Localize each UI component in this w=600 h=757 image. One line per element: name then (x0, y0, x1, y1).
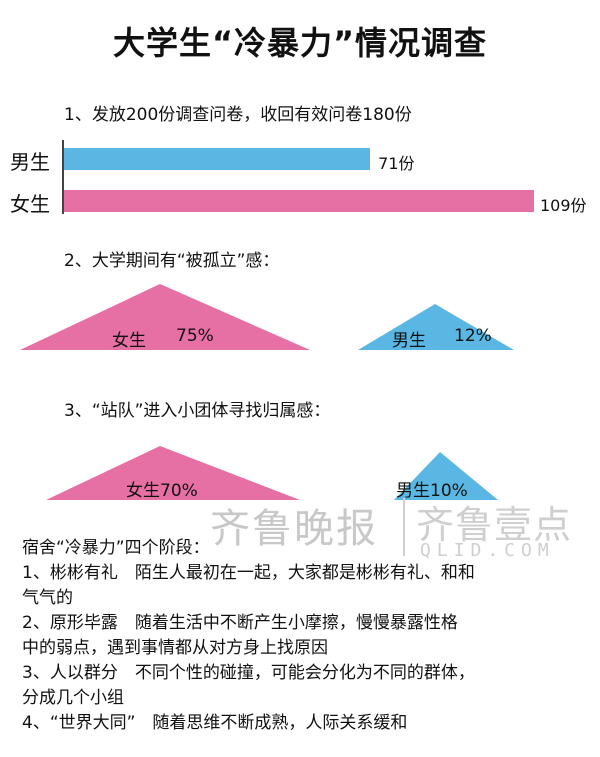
tri3-male-label: 男生10% (396, 481, 468, 501)
bar-axis-line (62, 140, 64, 214)
notes-line: 2、原形毕露 随着生活中不断产生小摩擦，慢慢暴露性格 (22, 613, 458, 633)
notes-line: 气气的 (22, 588, 73, 608)
watermark-brand: 齐鲁壹点 (416, 503, 573, 547)
notes-line: 分成几个小组 (22, 688, 124, 708)
bar-male (64, 148, 371, 170)
triangle-male-clique (394, 452, 498, 500)
watermark: 齐鲁晚报 齐鲁壹点 QLID.COM (210, 492, 600, 572)
notes-line: 1、彬彬有礼 陌生人最初在一起，大家都是彬彬有礼、和和 (22, 563, 475, 583)
tri3-female-label: 女生70% (126, 481, 198, 501)
triangle-female-isolated (20, 284, 310, 350)
section2-heading: 2、大学期间有“被孤立”感： (64, 251, 280, 271)
notes-heading: 宿舍“冷暴力”四个阶段： (22, 538, 210, 558)
section3-heading: 3、“站队”进入小团体寻找归属感： (64, 401, 331, 421)
notes-line: 4、“世界大同” 随着思维不断成熟，人际关系缓和 (22, 713, 408, 733)
watermark-url: QLID.COM (420, 540, 555, 561)
triangle-female-clique (46, 446, 300, 500)
stages-notes: 宿舍“冷暴力”四个阶段： 1、彬彬有礼 陌生人最初在一起，大家都是彬彬有礼、和和… (22, 536, 592, 736)
tri2-male-label: 男生 (392, 331, 426, 351)
watermark-calligraphy: 齐鲁晚报 (210, 506, 378, 552)
bar-value-male: 71份 (378, 154, 415, 173)
bar-label-female: 女生 (10, 192, 50, 216)
tri2-male-value: 12% (454, 326, 492, 346)
section1-heading: 1、发放200份调查问卷，收回有效问卷180份 (64, 105, 412, 125)
triangle-male-isolated (358, 304, 514, 350)
tri2-female-label: 女生 (112, 331, 146, 351)
bar-female (64, 190, 534, 212)
bar-value-female: 109份 (540, 196, 587, 215)
tri2-female-value: 75% (176, 326, 214, 346)
notes-line: 中的弱点，遇到事情都从对方身上找原因 (22, 638, 328, 658)
notes-line: 3、人以群分 不同个性的碰撞，可能会分化为不同的群体， (22, 663, 475, 683)
watermark-divider (403, 498, 405, 556)
bar-label-male: 男生 (10, 150, 50, 174)
page-title: 大学生“冷暴力”情况调查 (112, 24, 488, 62)
